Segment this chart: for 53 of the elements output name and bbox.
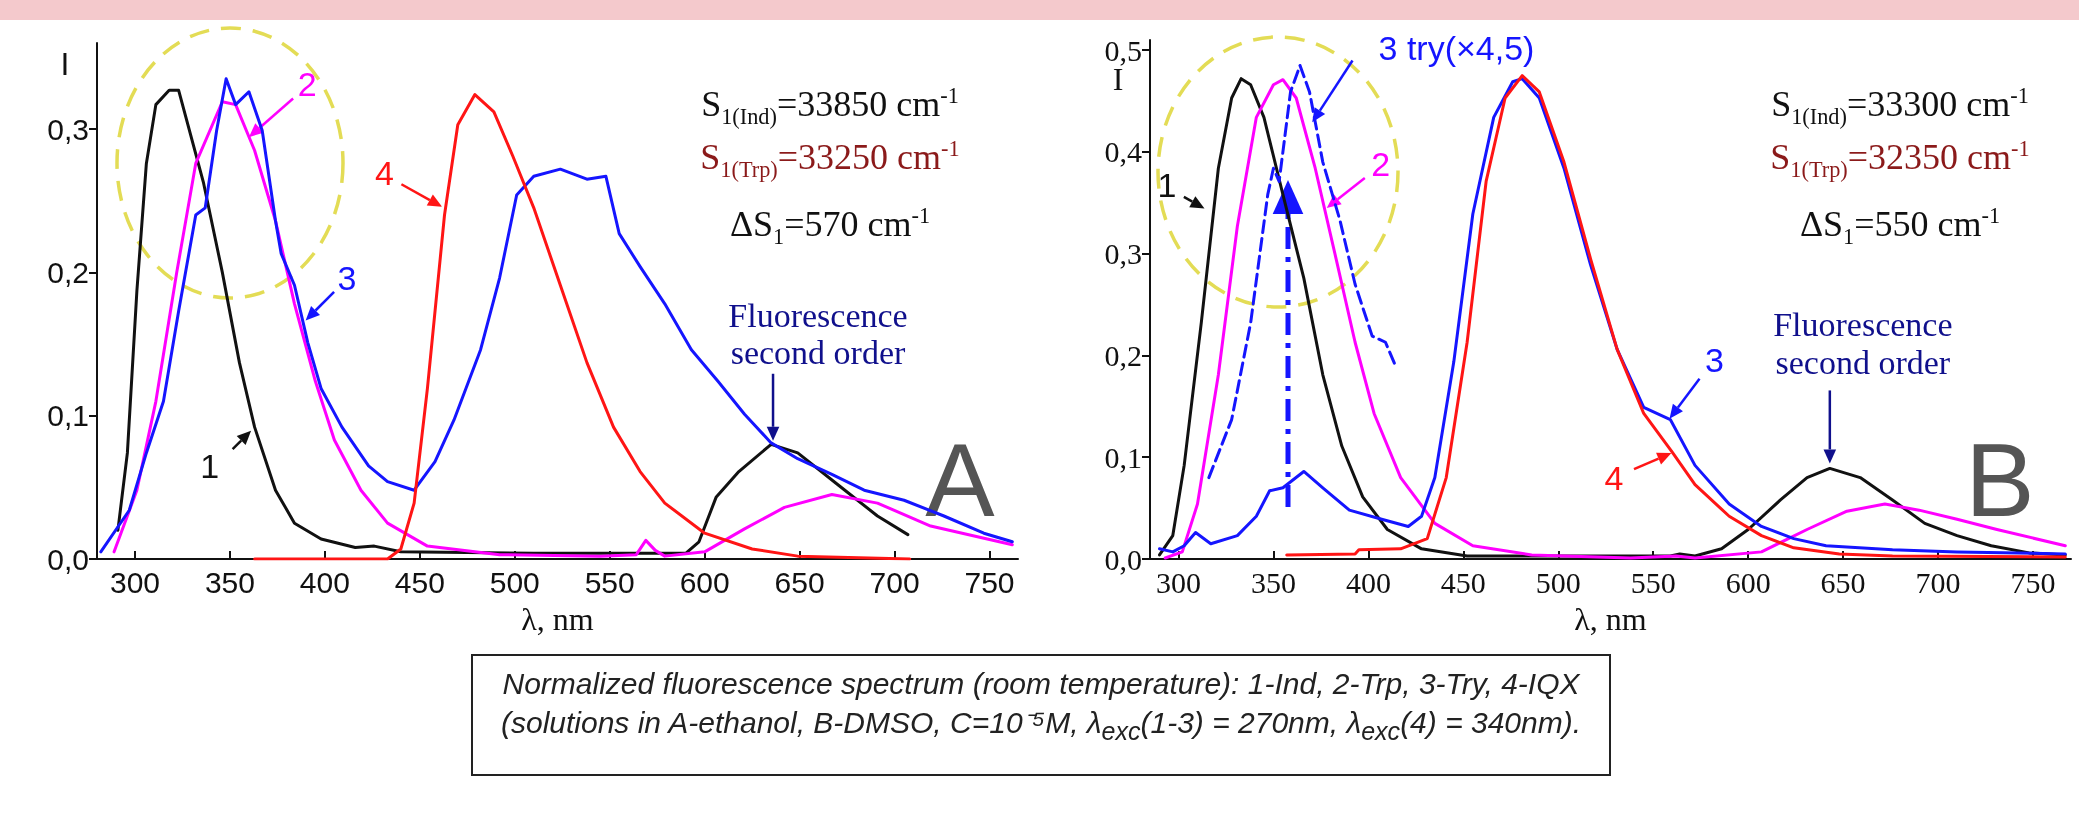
x-tick-label: 750 [2010, 565, 2056, 599]
annotation: 4 [374, 154, 394, 193]
y-axis-title: I [60, 46, 70, 83]
annotation: A [925, 421, 995, 538]
x-tick-label: 450 [394, 565, 445, 599]
annotation: 2 [1371, 145, 1391, 184]
x-axis-title: λ, nm [521, 601, 594, 637]
x-tick-label: 500 [1535, 565, 1581, 599]
x-tick-label: 300 [1155, 565, 1201, 599]
x-tick-label: 700 [1915, 565, 1961, 599]
line-series [1207, 63, 1397, 480]
annotation: 2 [297, 65, 317, 105]
x-tick-label: 650 [1820, 565, 1866, 599]
x-tick-label: 550 [584, 565, 635, 599]
x-tick-label: 600 [1725, 565, 1771, 599]
x-tick-label: 350 [1250, 565, 1296, 599]
x-tick-label: 350 [204, 565, 255, 599]
y-tick-label: 0,2 [1104, 338, 1142, 372]
y-tick-label: 0,3 [1104, 237, 1142, 271]
x-tick-label: 400 [1345, 565, 1391, 599]
annotation: 1 [200, 447, 220, 486]
annotation: ΔS$_{1}$=550 cm$^{-1}$ [1799, 203, 2001, 250]
x-tick-label: 750 [964, 565, 1015, 599]
y-tick-label: 0,0 [1104, 542, 1142, 576]
y-tick-label: 0,0 [47, 542, 89, 576]
annotation: S$_{1(Trp)}$=33250 cm$^{-1}$ [700, 136, 960, 183]
text: Normalized fluorescence spectrum (room temperature): 1-Ind, 2-Trp, 3-Try, 4-IQX (solutions in A-ethanol, B-DMSO, C=10⁻⁵M, λ$_{exc}$(1-3) = 270nm, λ$_{exc}$(4) = 340nm). [471, 654, 1611, 776]
y-tick-label: 0,4 [1104, 135, 1142, 169]
annotation: S$_{1(Trp)}$=32350 cm$^{-1}$ [1770, 136, 2030, 183]
annotation: B [1965, 421, 2035, 538]
annotation: ΔS$_{1}$=570 cm$^{-1}$ [729, 203, 931, 250]
annotation: 3 [337, 259, 357, 298]
x-tick-label: 650 [774, 565, 825, 599]
x-tick-label: 300 [109, 565, 161, 599]
x-tick-label: 600 [679, 565, 730, 599]
x-tick-label: 700 [869, 565, 920, 599]
annotation: 1 [1157, 166, 1177, 205]
annotation: 4 [1604, 459, 1624, 498]
y-tick-label: 0,2 [47, 255, 89, 289]
annotation: 3 [1705, 340, 1724, 380]
x-tick-label: 450 [1440, 565, 1486, 599]
y-tick-label: 0,3 [47, 112, 89, 146]
annotation: S$_{1(Ind)}$=33300 cm$^{-1}$ [1771, 83, 2029, 130]
y-tick-label: 0,1 [47, 399, 89, 433]
x-tick-label: 550 [1630, 565, 1676, 599]
x-tick-label: 500 [489, 565, 540, 599]
annotation: Fluorescence second order [1772, 306, 1954, 381]
x-tick-label: 400 [299, 565, 350, 599]
x-axis-title: λ, nm [1574, 601, 1647, 637]
annotation: 3 try(×4,5) [1378, 28, 1535, 68]
annotation: S$_{1(Ind)}$=33850 cm$^{-1}$ [701, 83, 959, 130]
annotation: Fluorescence second order [727, 296, 909, 372]
y-tick-label: 0,1 [1104, 440, 1142, 474]
